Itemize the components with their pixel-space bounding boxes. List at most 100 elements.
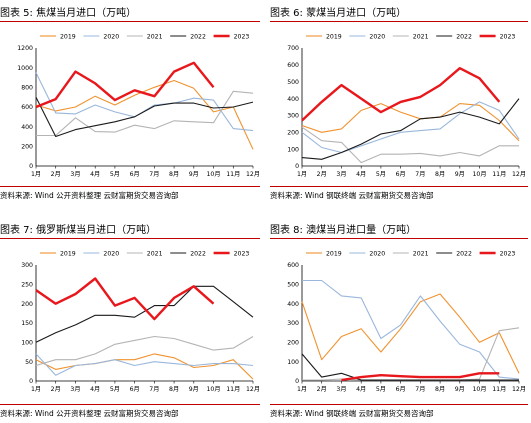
x-tick-label: 11月: [226, 171, 240, 178]
legend-label: 2021: [413, 34, 429, 41]
y-tick-label: 600: [287, 262, 299, 269]
x-tick-label: 7月: [149, 171, 159, 178]
chart-title: 图表 8: 澳煤当月进口量（万吨）: [270, 225, 417, 236]
series-line-2021: [36, 90, 254, 137]
x-tick-label: 1月: [297, 386, 307, 393]
y-tick-label: 1200: [17, 45, 33, 52]
legend-label: 2022: [190, 34, 206, 41]
x-tick-label: 12月: [512, 171, 526, 178]
x-tick-label: 5月: [376, 386, 386, 393]
x-tick-label: 3月: [70, 171, 80, 178]
legend-label: 2022: [190, 251, 206, 258]
source-rule: [270, 186, 528, 187]
x-tick-label: 3月: [70, 386, 80, 393]
line-chart-russia-coal: 2019 2020 2021 2022 2023 0 50 100 150 200 250 300 1月…: [21, 251, 260, 394]
x-tick-label: 7月: [415, 171, 425, 178]
x-tick-label: 3月: [336, 171, 346, 178]
legend: 2019 2020 2021 2022 2023: [40, 34, 249, 41]
title-rule: [270, 21, 528, 22]
legend-label: 2023: [500, 34, 516, 41]
y-tick-label: 300: [287, 113, 299, 120]
legend: 2019 2020 2021 2022 2023: [40, 251, 249, 258]
chart-title: 图表 6: 蒙煤当月进口（万吨）: [270, 8, 407, 19]
series-line-2023: [35, 277, 215, 321]
y-tick-label: 250: [21, 282, 33, 289]
legend-label: 2021: [147, 251, 163, 258]
legend-label: 2019: [60, 34, 76, 41]
legend-label: 2020: [369, 34, 385, 41]
series-line-2021: [35, 335, 254, 367]
title-rule: [0, 238, 260, 239]
x-tick-label: 8月: [435, 386, 445, 393]
y-tick-label: 100: [21, 340, 33, 347]
chart-title: 图表 7: 俄罗斯煤当月进口（万吨）: [0, 225, 157, 236]
chart-title: 图表 5: 焦煤当月进口（万吨）: [0, 8, 137, 19]
x-tick-label: 3月: [336, 386, 346, 393]
y-tick-label: 300: [21, 262, 33, 269]
x-tick-label: 6月: [396, 171, 406, 178]
series-line-2019: [35, 353, 254, 380]
y-tick-label: 400: [21, 124, 33, 131]
x-tick-label: 6月: [130, 171, 140, 178]
chart-panel-australia-coal: 图表 8: 澳煤当月进口量（万吨） 2019 2020 2021 2022 2023 0 1…: [270, 213, 531, 423]
x-tick-label: 7月: [415, 386, 425, 393]
series-line-2022: [35, 96, 254, 138]
x-tick-label: 1月: [297, 171, 307, 178]
chart-panel-russia-coal: 图表 7: 俄罗斯煤当月进口（万吨） 2019 2020 2021 2022 2023 0…: [0, 213, 265, 423]
x-tick-label: 11月: [226, 386, 240, 393]
x-tick-label: 9月: [455, 386, 465, 393]
y-tick-label: 150: [21, 320, 33, 327]
y-tick-label: 500: [287, 282, 299, 289]
x-tick-label: 2月: [317, 386, 327, 393]
series-line-2020: [35, 353, 254, 376]
y-tick-label: 0: [295, 163, 299, 170]
x-tick-label: 2月: [51, 171, 61, 178]
x-tick-label: 4月: [356, 386, 366, 393]
x-tick-label: 9月: [455, 171, 465, 178]
legend-label: 2023: [500, 251, 516, 258]
y-tick-label: 600: [287, 62, 299, 69]
y-tick-label: 500: [287, 79, 299, 86]
x-tick-label: 10月: [473, 171, 487, 178]
x-tick-label: 10月: [207, 386, 221, 393]
x-tick-label: 8月: [169, 386, 179, 393]
x-tick-label: 8月: [169, 171, 179, 178]
y-tick-label: 600: [21, 104, 33, 111]
chart-panel-mongolia-coal: 图表 6: 蒙煤当月进口（万吨） 2019 2020 2021 2022 2023 0 10…: [270, 0, 531, 206]
x-tick-label: 2月: [51, 386, 61, 393]
y-tick-label: 700: [287, 45, 299, 52]
source-rule: [0, 404, 260, 405]
title-rule: [270, 238, 528, 239]
x-tick-label: 10月: [207, 171, 221, 178]
legend: 2019 2020 2021 2022 2023: [306, 251, 515, 258]
x-tick-label: 11月: [492, 386, 506, 393]
series-line-2022: [301, 98, 520, 160]
x-tick-label: 11月: [492, 171, 506, 178]
y-tick-label: 50: [25, 359, 33, 366]
x-tick-label: 4月: [90, 386, 100, 393]
x-tick-label: 9月: [189, 386, 199, 393]
y-tick-label: 300: [287, 320, 299, 327]
y-tick-label: 200: [21, 144, 33, 151]
x-tick-label: 10月: [473, 386, 487, 393]
line-chart-mongolia-coal: 2019 2020 2021 2022 2023 0 100 200 300 400 500 600 7…: [287, 34, 526, 179]
series-line-2019: [301, 293, 520, 374]
x-tick-label: 5月: [110, 386, 120, 393]
legend-label: 2022: [456, 251, 472, 258]
chart-panel-coking-coal: 图表 5: 焦煤当月进口（万吨） 2019 2020 2021 2022 2023 0 20…: [0, 0, 265, 206]
y-tick-label: 1000: [17, 65, 33, 72]
source-rule: [0, 186, 260, 187]
chart-source: 资料来源: Wind 公开资料整理 云财富期货交易咨询部: [0, 409, 179, 418]
chart-source: 资料来源: Wind 钢联终端 云财富期货交易咨询部: [270, 191, 434, 200]
x-tick-label: 4月: [356, 171, 366, 178]
source-rule: [270, 404, 528, 405]
legend-label: 2022: [456, 34, 472, 41]
series-line-2020: [301, 101, 520, 154]
line-chart-coking-coal: 2019 2020 2021 2022 2023 0 200 400 600 800 1000 120…: [17, 34, 260, 179]
y-tick-label: 400: [287, 96, 299, 103]
series-line-2021: [301, 126, 519, 164]
chart-source: 资料来源: Wind 钢联终端 云财富期货交易咨询部: [270, 409, 434, 418]
legend-label: 2020: [103, 251, 119, 258]
legend-label: 2020: [103, 34, 119, 41]
x-tick-label: 2月: [317, 171, 327, 178]
